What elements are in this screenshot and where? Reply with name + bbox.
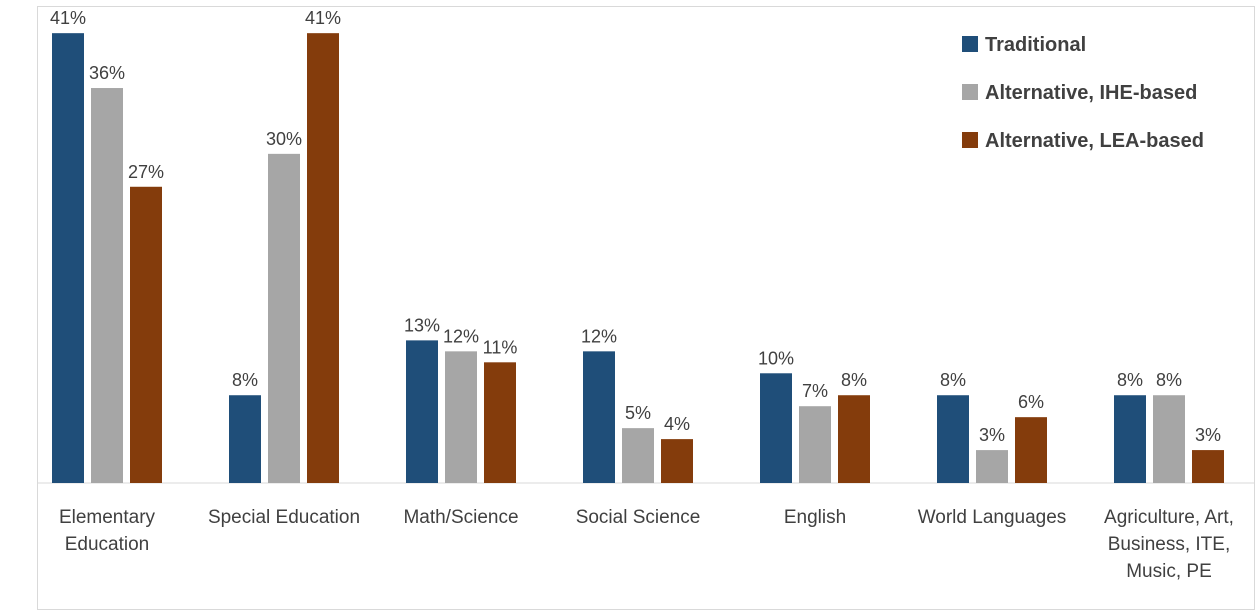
category-label: Special Education	[208, 507, 360, 528]
bar	[622, 428, 654, 483]
category-label: Agriculture, Art,	[1104, 507, 1234, 528]
data-label: 8%	[940, 370, 966, 390]
bar	[937, 395, 969, 483]
category-label: Business, ITE,	[1108, 534, 1231, 555]
category-label: Math/Science	[403, 507, 518, 528]
data-label: 5%	[625, 403, 651, 423]
bar	[406, 340, 438, 483]
data-label: 36%	[89, 63, 125, 83]
data-label: 30%	[266, 129, 302, 149]
data-label: 8%	[232, 370, 258, 390]
data-label: 10%	[758, 348, 794, 368]
bar	[484, 362, 516, 483]
data-label: 8%	[1156, 370, 1182, 390]
legend-label: Alternative, LEA-based	[985, 130, 1204, 152]
bar	[838, 395, 870, 483]
data-label: 13%	[404, 315, 440, 335]
data-label: 8%	[841, 370, 867, 390]
bar	[130, 186, 162, 484]
bar	[799, 406, 831, 483]
bar	[1114, 395, 1146, 483]
bar	[1192, 450, 1224, 483]
bar	[1015, 417, 1047, 483]
bar	[976, 450, 1008, 483]
category-label: Elementary	[59, 507, 156, 528]
data-label: 12%	[443, 326, 479, 346]
bar	[445, 351, 477, 483]
data-label: 4%	[664, 414, 690, 434]
data-label: 6%	[1018, 392, 1044, 412]
data-label: 12%	[581, 326, 617, 346]
data-label: 8%	[1117, 370, 1143, 390]
category-label: Social Science	[576, 507, 701, 528]
legend-label: Alternative, IHE-based	[985, 82, 1197, 104]
data-label: 41%	[50, 8, 86, 28]
data-label: 3%	[1195, 425, 1221, 445]
bar	[307, 33, 339, 483]
legend-swatch	[962, 36, 978, 52]
category-label: Education	[65, 534, 150, 555]
bar	[91, 88, 123, 484]
bar	[760, 373, 792, 483]
category-label: World Languages	[918, 507, 1067, 528]
bar	[1153, 395, 1185, 483]
category-label: English	[784, 507, 846, 528]
legend-swatch	[962, 84, 978, 100]
data-label: 11%	[483, 337, 518, 357]
bar	[661, 439, 693, 483]
data-label: 7%	[802, 381, 828, 401]
data-label: 3%	[979, 425, 1005, 445]
data-label: 41%	[305, 8, 341, 28]
legend-swatch	[962, 132, 978, 148]
bar	[52, 33, 84, 483]
bar	[583, 351, 615, 483]
category-label: Music, PE	[1126, 561, 1212, 582]
data-label: 27%	[128, 162, 164, 182]
bar	[268, 153, 300, 483]
bar	[229, 395, 261, 483]
legend-label: Traditional	[985, 34, 1086, 56]
